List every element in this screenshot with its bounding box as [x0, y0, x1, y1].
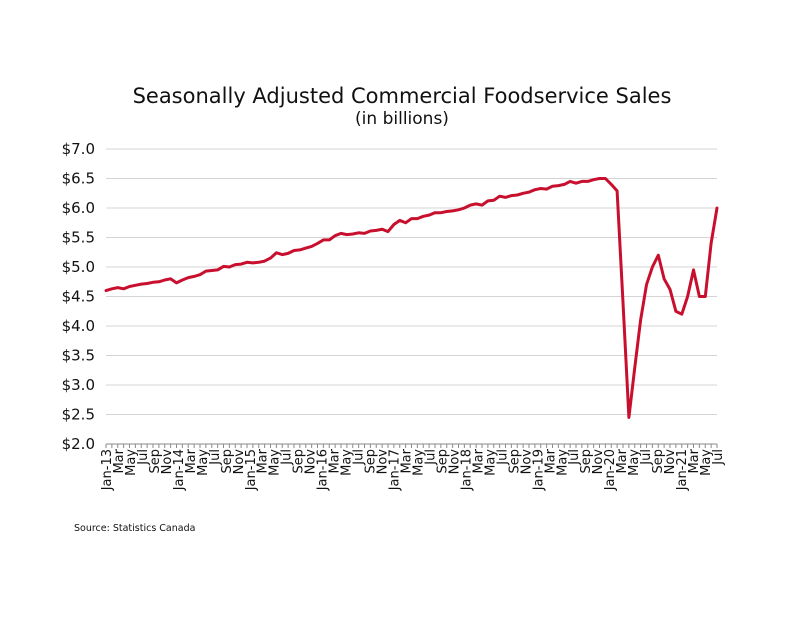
series-line [104, 177, 719, 419]
y-tick-label: $4.0 [62, 317, 95, 335]
x-tick-label: Jan-20 [603, 449, 618, 491]
x-tick-label: Jan-16 [316, 449, 331, 491]
x-tick-label: Nov [447, 449, 462, 475]
x-tick-label: Jul [423, 449, 438, 466]
y-tick-label: $3.0 [62, 376, 95, 394]
x-tick-label: May [411, 449, 426, 476]
x-tick-label: Jul [208, 449, 223, 466]
x-tick-label: May [483, 449, 498, 476]
x-tick-label: May [699, 449, 714, 476]
x-tick-label: Sep [435, 449, 450, 474]
y-tick-label: $7.0 [62, 140, 95, 158]
x-tick-label: Jan-18 [459, 449, 474, 491]
x-tick-label: Nov [304, 449, 319, 475]
x-tick-label: Jul [136, 449, 151, 466]
x-tick-label: Jul [352, 449, 367, 466]
x-tick-label: Nov [232, 449, 247, 475]
x-tick-label: Nov [519, 449, 534, 475]
x-tick-label: May [555, 449, 570, 476]
chart-subtitle: (in billions) [355, 109, 449, 129]
x-tick-label: Mar [687, 448, 702, 473]
y-tick-label: $3.5 [62, 347, 95, 365]
x-tick-label: Nov [591, 449, 606, 475]
x-tick-label: Jan-21 [675, 449, 690, 491]
x-tick-label: Mar [184, 448, 199, 473]
x-tick-label: Sep [148, 449, 163, 474]
y-tick-label: $2.5 [62, 406, 95, 424]
y-tick-label: $2.0 [62, 435, 95, 453]
x-tick-label: Mar [400, 448, 415, 473]
x-tick-label: Jan-13 [100, 449, 115, 491]
x-tick-label: Jan-17 [388, 449, 403, 491]
source-note: Source: Statistics Canada [74, 523, 195, 534]
x-tick-label: Jan-14 [172, 449, 187, 491]
x-tick-label: Jan-19 [531, 449, 546, 491]
series-layer [104, 177, 719, 419]
chart-title: Seasonally Adjusted Commercial Foodservi… [133, 84, 672, 108]
gridlines [106, 148, 717, 415]
x-tick-label: Jul [567, 449, 582, 466]
x-tick-label: Sep [651, 449, 666, 474]
x-tick-label: Mar [543, 448, 558, 473]
x-tick-label: Jul [280, 449, 295, 466]
x-tick-label: May [340, 449, 355, 476]
x-tick-label: Sep [292, 449, 307, 474]
y-tick-label: $5.0 [62, 258, 95, 276]
x-tick-label: Mar [328, 448, 343, 473]
x-tick-label: Sep [507, 449, 522, 474]
x-tick-label: Jul [711, 449, 726, 466]
x-tick-label: Mar [615, 448, 630, 473]
x-tick-label: Mar [256, 448, 271, 473]
y-tick-label: $6.0 [62, 199, 95, 217]
x-tick-label: May [627, 449, 642, 476]
x-tick-label: Jul [495, 449, 510, 466]
y-tick-label: $5.5 [62, 229, 95, 247]
x-tick-label: Mar [112, 448, 127, 473]
x-tick-label: Sep [579, 449, 594, 474]
x-tick-label: May [268, 449, 283, 476]
x-tick-label: Jul [639, 449, 654, 466]
x-tick-label: May [124, 449, 139, 476]
y-tick-label: $4.5 [62, 288, 95, 306]
x-tick-label: May [196, 449, 211, 476]
x-tick-label: Nov [376, 449, 391, 475]
y-axis-ticks: $2.0 $2.5 $3.0 $3.5 $4.0 $4.5 $5.0 $5.5 $6.0 $6.5… [62, 140, 95, 453]
x-tick-label: Jan-15 [244, 449, 259, 491]
x-tick-label: Nov [160, 449, 175, 475]
x-axis-ticks: Jan-13MarMayJulSepNovJan-14MarMayJulSepN… [100, 444, 726, 491]
y-tick-label: $6.5 [62, 170, 95, 188]
x-tick-label: Mar [471, 448, 486, 473]
x-tick-label: Sep [364, 449, 379, 474]
x-tick-label: Sep [220, 449, 235, 474]
x-tick-label: Nov [663, 449, 678, 475]
